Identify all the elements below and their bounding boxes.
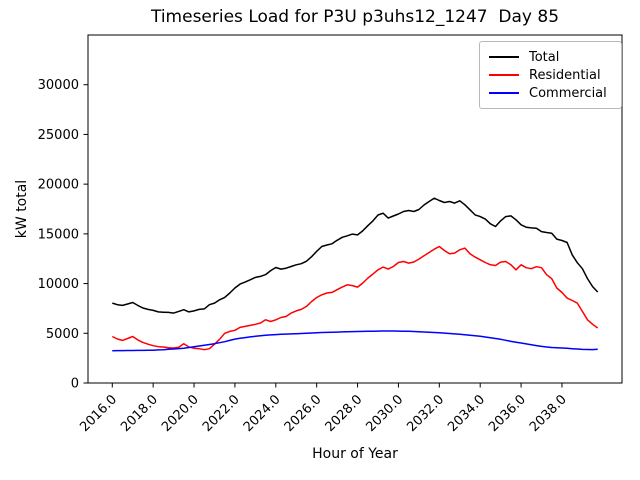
- x-tick-label: 2024.0: [241, 392, 284, 435]
- legend-label-total: Total: [529, 49, 560, 65]
- x-tick-label: 2030.0: [363, 392, 406, 435]
- legend: Total Residential Commercial: [479, 41, 622, 109]
- legend-label-commercial: Commercial: [529, 85, 607, 101]
- x-tick-label: 2018.0: [118, 392, 161, 435]
- x-tick-label: 2022.0: [200, 392, 243, 435]
- x-tick-label: 2016.0: [77, 392, 120, 435]
- x-tick-label: 2032.0: [404, 392, 447, 435]
- x-axis-label: Hour of Year: [312, 446, 398, 462]
- y-tick-label: 20000: [38, 178, 79, 193]
- residential-line-swatch: [489, 74, 519, 76]
- total-line-swatch: [489, 56, 519, 58]
- axes-spines: [87, 34, 623, 384]
- x-tick-label: 2036.0: [486, 392, 529, 435]
- y-tick-label: 15000: [38, 227, 79, 242]
- x-tick-label: 2028.0: [323, 392, 366, 435]
- y-tick-label: 10000: [38, 277, 79, 292]
- x-tick-label: 2034.0: [445, 392, 488, 435]
- legend-item-commercial: Commercial: [489, 84, 612, 102]
- legend-item-residential: Residential: [489, 66, 612, 84]
- legend-label-residential: Residential: [529, 67, 601, 83]
- commercial-line-swatch: [489, 92, 519, 94]
- chart-title: Timeseries Load for P3U p3uhs12_1247 Day…: [150, 7, 560, 27]
- x-tick-label: 2026.0: [282, 392, 325, 435]
- y-tick-label: 25000: [38, 128, 79, 143]
- y-tick-label: 5000: [46, 327, 79, 342]
- legend-item-total: Total: [489, 48, 612, 66]
- series-residential-line: [111, 245, 599, 351]
- y-tick-label: 0: [71, 377, 79, 392]
- series-commercial-line: [112, 330, 598, 352]
- x-tick-label: 2020.0: [159, 392, 202, 435]
- series-total-line: [112, 197, 599, 314]
- y-axis-label: kW total: [14, 179, 30, 239]
- y-tick-label: 30000: [38, 78, 79, 93]
- x-tick-label: 2038.0: [527, 392, 570, 435]
